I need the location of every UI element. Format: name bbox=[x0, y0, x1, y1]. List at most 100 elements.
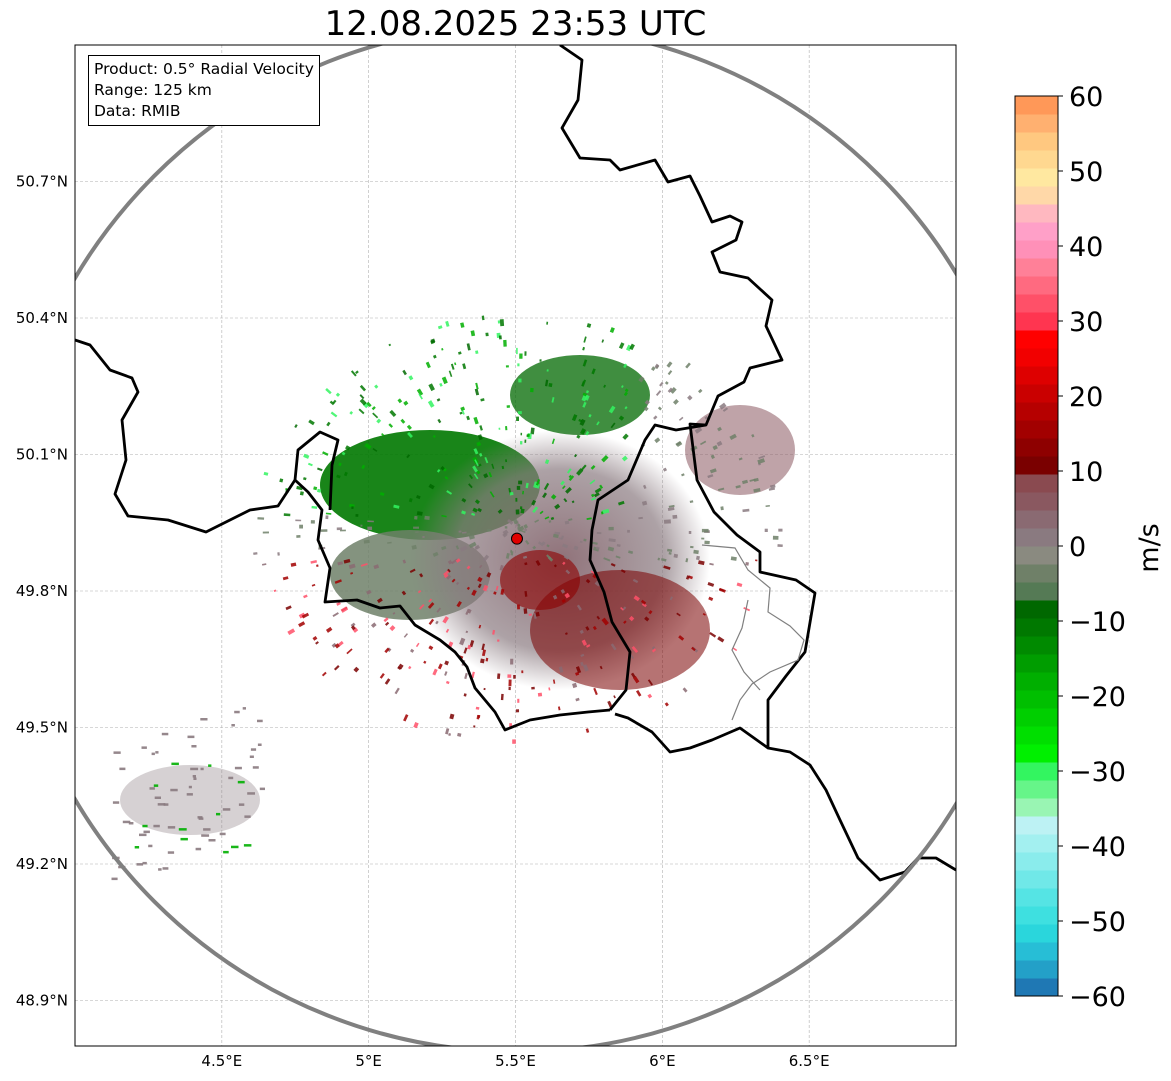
echo-gate bbox=[584, 394, 590, 401]
echo-gate bbox=[279, 478, 284, 483]
echo-gate bbox=[410, 648, 415, 653]
echo-gate bbox=[471, 512, 476, 517]
echo-gate bbox=[139, 833, 147, 837]
echo-gate bbox=[764, 528, 768, 532]
echo-gate bbox=[397, 666, 402, 671]
echo-gate bbox=[594, 487, 602, 494]
echo-gate bbox=[753, 488, 761, 493]
echo-gate bbox=[523, 608, 528, 614]
echo-gate bbox=[693, 549, 699, 555]
echo-gate bbox=[603, 384, 607, 388]
echo-gate bbox=[234, 710, 240, 714]
echo-gate bbox=[553, 564, 557, 568]
echo-gate bbox=[316, 488, 322, 493]
echo-gate bbox=[321, 671, 327, 677]
echo-gate bbox=[717, 636, 725, 643]
echo-gate bbox=[565, 569, 571, 575]
echo-gate bbox=[446, 490, 453, 495]
echo-gate bbox=[524, 591, 528, 597]
echo-gate bbox=[219, 832, 226, 836]
echo-gate bbox=[521, 670, 524, 674]
echo-gate bbox=[313, 486, 318, 491]
echo-gate bbox=[394, 687, 400, 695]
echo-gate bbox=[489, 491, 495, 498]
echo-gate bbox=[552, 679, 556, 684]
echo-gate bbox=[594, 580, 601, 587]
echo-gate bbox=[562, 485, 566, 490]
echo-gate bbox=[626, 344, 632, 352]
echo-gate bbox=[545, 379, 549, 387]
echo-gate bbox=[729, 433, 737, 441]
echo-gate bbox=[632, 676, 640, 684]
echo-gate bbox=[610, 643, 617, 651]
echo-gate bbox=[311, 505, 318, 509]
region-borders bbox=[701, 544, 805, 721]
echo-gate bbox=[709, 468, 717, 474]
colorbar-segment bbox=[1015, 564, 1058, 583]
echo-gate bbox=[568, 475, 575, 482]
echo-gate bbox=[303, 594, 308, 599]
echo-gate bbox=[524, 562, 528, 566]
colorbar-segment bbox=[1015, 618, 1058, 637]
echo-gate bbox=[460, 322, 465, 328]
echo-gate bbox=[163, 803, 169, 806]
echo-gate bbox=[608, 526, 614, 531]
echo-gate bbox=[459, 637, 466, 646]
echo-gate bbox=[228, 776, 234, 780]
echo-gate bbox=[497, 673, 501, 679]
echo-gate bbox=[535, 611, 540, 617]
echo-gate bbox=[472, 465, 478, 473]
echo-gate bbox=[465, 630, 469, 634]
colorbar-segment bbox=[1015, 960, 1058, 979]
colorbar-segment bbox=[1015, 816, 1058, 835]
echo-gate bbox=[340, 606, 349, 613]
echo-gate bbox=[111, 877, 118, 881]
echo-gate bbox=[193, 777, 197, 780]
echo-gate bbox=[191, 745, 197, 748]
echo-gate bbox=[585, 390, 590, 394]
echo-gate bbox=[188, 785, 192, 789]
echo-gate bbox=[586, 517, 592, 520]
echo-gate bbox=[601, 617, 609, 626]
echo-gate bbox=[564, 592, 571, 599]
echo-gate bbox=[112, 801, 120, 804]
echo-inbound-center bbox=[500, 550, 580, 610]
echo-gate bbox=[629, 343, 635, 351]
colorbar-segment bbox=[1015, 240, 1058, 259]
echo-gate bbox=[428, 618, 435, 626]
echo-gate bbox=[546, 321, 549, 325]
colorbar-segment bbox=[1015, 492, 1058, 511]
colorbar-segment bbox=[1015, 222, 1058, 241]
echo-gate bbox=[153, 824, 160, 828]
echo-gate bbox=[303, 453, 310, 459]
echo-gate bbox=[307, 462, 313, 467]
colorbar-segment bbox=[1015, 834, 1058, 853]
lat-tick-label: 50.1°N bbox=[16, 446, 68, 464]
echo-gate bbox=[557, 706, 561, 711]
echo-gate bbox=[450, 363, 455, 370]
echo-gate bbox=[621, 455, 628, 462]
echo-gate bbox=[673, 398, 679, 405]
echo-gate bbox=[249, 755, 254, 758]
colorbar-segment bbox=[1015, 384, 1058, 403]
echo-gate bbox=[563, 498, 568, 503]
echo-gate bbox=[200, 718, 208, 721]
echo-gate bbox=[430, 338, 436, 344]
echo-gate bbox=[422, 536, 425, 538]
echo-gate bbox=[648, 610, 653, 615]
echo-gate bbox=[628, 615, 635, 622]
colorbar-segment bbox=[1015, 366, 1058, 385]
echo-gate bbox=[580, 661, 584, 667]
colorbar-segment bbox=[1015, 546, 1058, 565]
echo-gate bbox=[491, 463, 495, 469]
echo-gate bbox=[532, 545, 537, 550]
echo-gate bbox=[701, 528, 709, 533]
echo-gate bbox=[573, 545, 579, 551]
echo-gate bbox=[685, 575, 690, 580]
echo-gate bbox=[343, 558, 351, 564]
echo-gate bbox=[574, 454, 578, 458]
colorbar-ticks: 60 50 40 30 20 10 0 −10 −20 −30 −40 −50 −60 bbox=[1058, 82, 1126, 1013]
echo-gate bbox=[510, 658, 514, 665]
echo-gate bbox=[416, 495, 421, 500]
echo-gate bbox=[374, 384, 379, 389]
